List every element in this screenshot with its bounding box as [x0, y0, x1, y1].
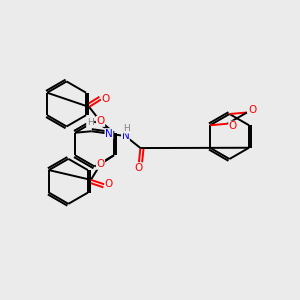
- Text: O: O: [105, 179, 113, 189]
- Text: O: O: [135, 163, 143, 173]
- Text: N: N: [105, 129, 113, 139]
- Text: O: O: [248, 105, 256, 115]
- Text: O: O: [101, 94, 110, 104]
- Text: O: O: [96, 116, 105, 126]
- Text: N: N: [122, 131, 129, 141]
- Text: O: O: [96, 159, 105, 169]
- Text: H: H: [124, 124, 130, 133]
- Text: H: H: [87, 118, 93, 127]
- Text: O: O: [229, 121, 237, 131]
